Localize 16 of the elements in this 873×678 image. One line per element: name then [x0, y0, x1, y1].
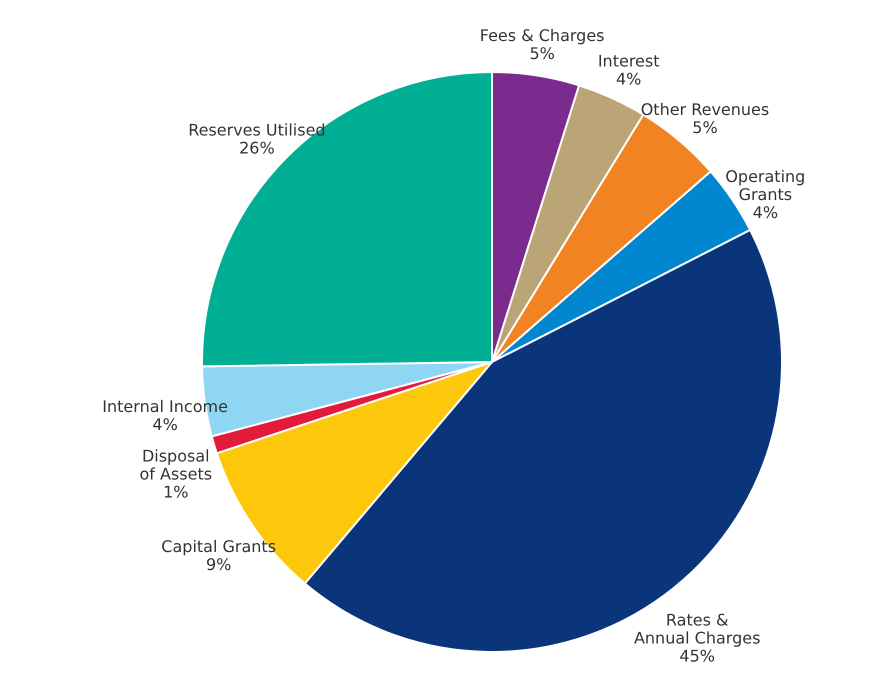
slice-label: Rates & Annual Charges — [634, 610, 760, 648]
slice-label: Interest — [598, 52, 660, 71]
slice-label: Fees & Charges — [480, 26, 605, 45]
data-label: 4% — [616, 70, 642, 89]
data-label: 5% — [692, 118, 718, 137]
slice-label: Operating Grants — [725, 167, 806, 204]
slice-label: Other Revenues — [640, 100, 770, 119]
data-label: 1% — [163, 482, 188, 502]
data-label: 4% — [752, 203, 778, 222]
data-label: 5% — [529, 44, 555, 63]
data-label: 45% — [679, 646, 715, 666]
slice-label: Disposal of Assets — [139, 446, 212, 484]
slice-label: Internal Income — [102, 397, 228, 416]
data-label: 26% — [239, 138, 275, 158]
data-label: 9% — [206, 554, 232, 574]
data-label: 4% — [152, 415, 178, 434]
